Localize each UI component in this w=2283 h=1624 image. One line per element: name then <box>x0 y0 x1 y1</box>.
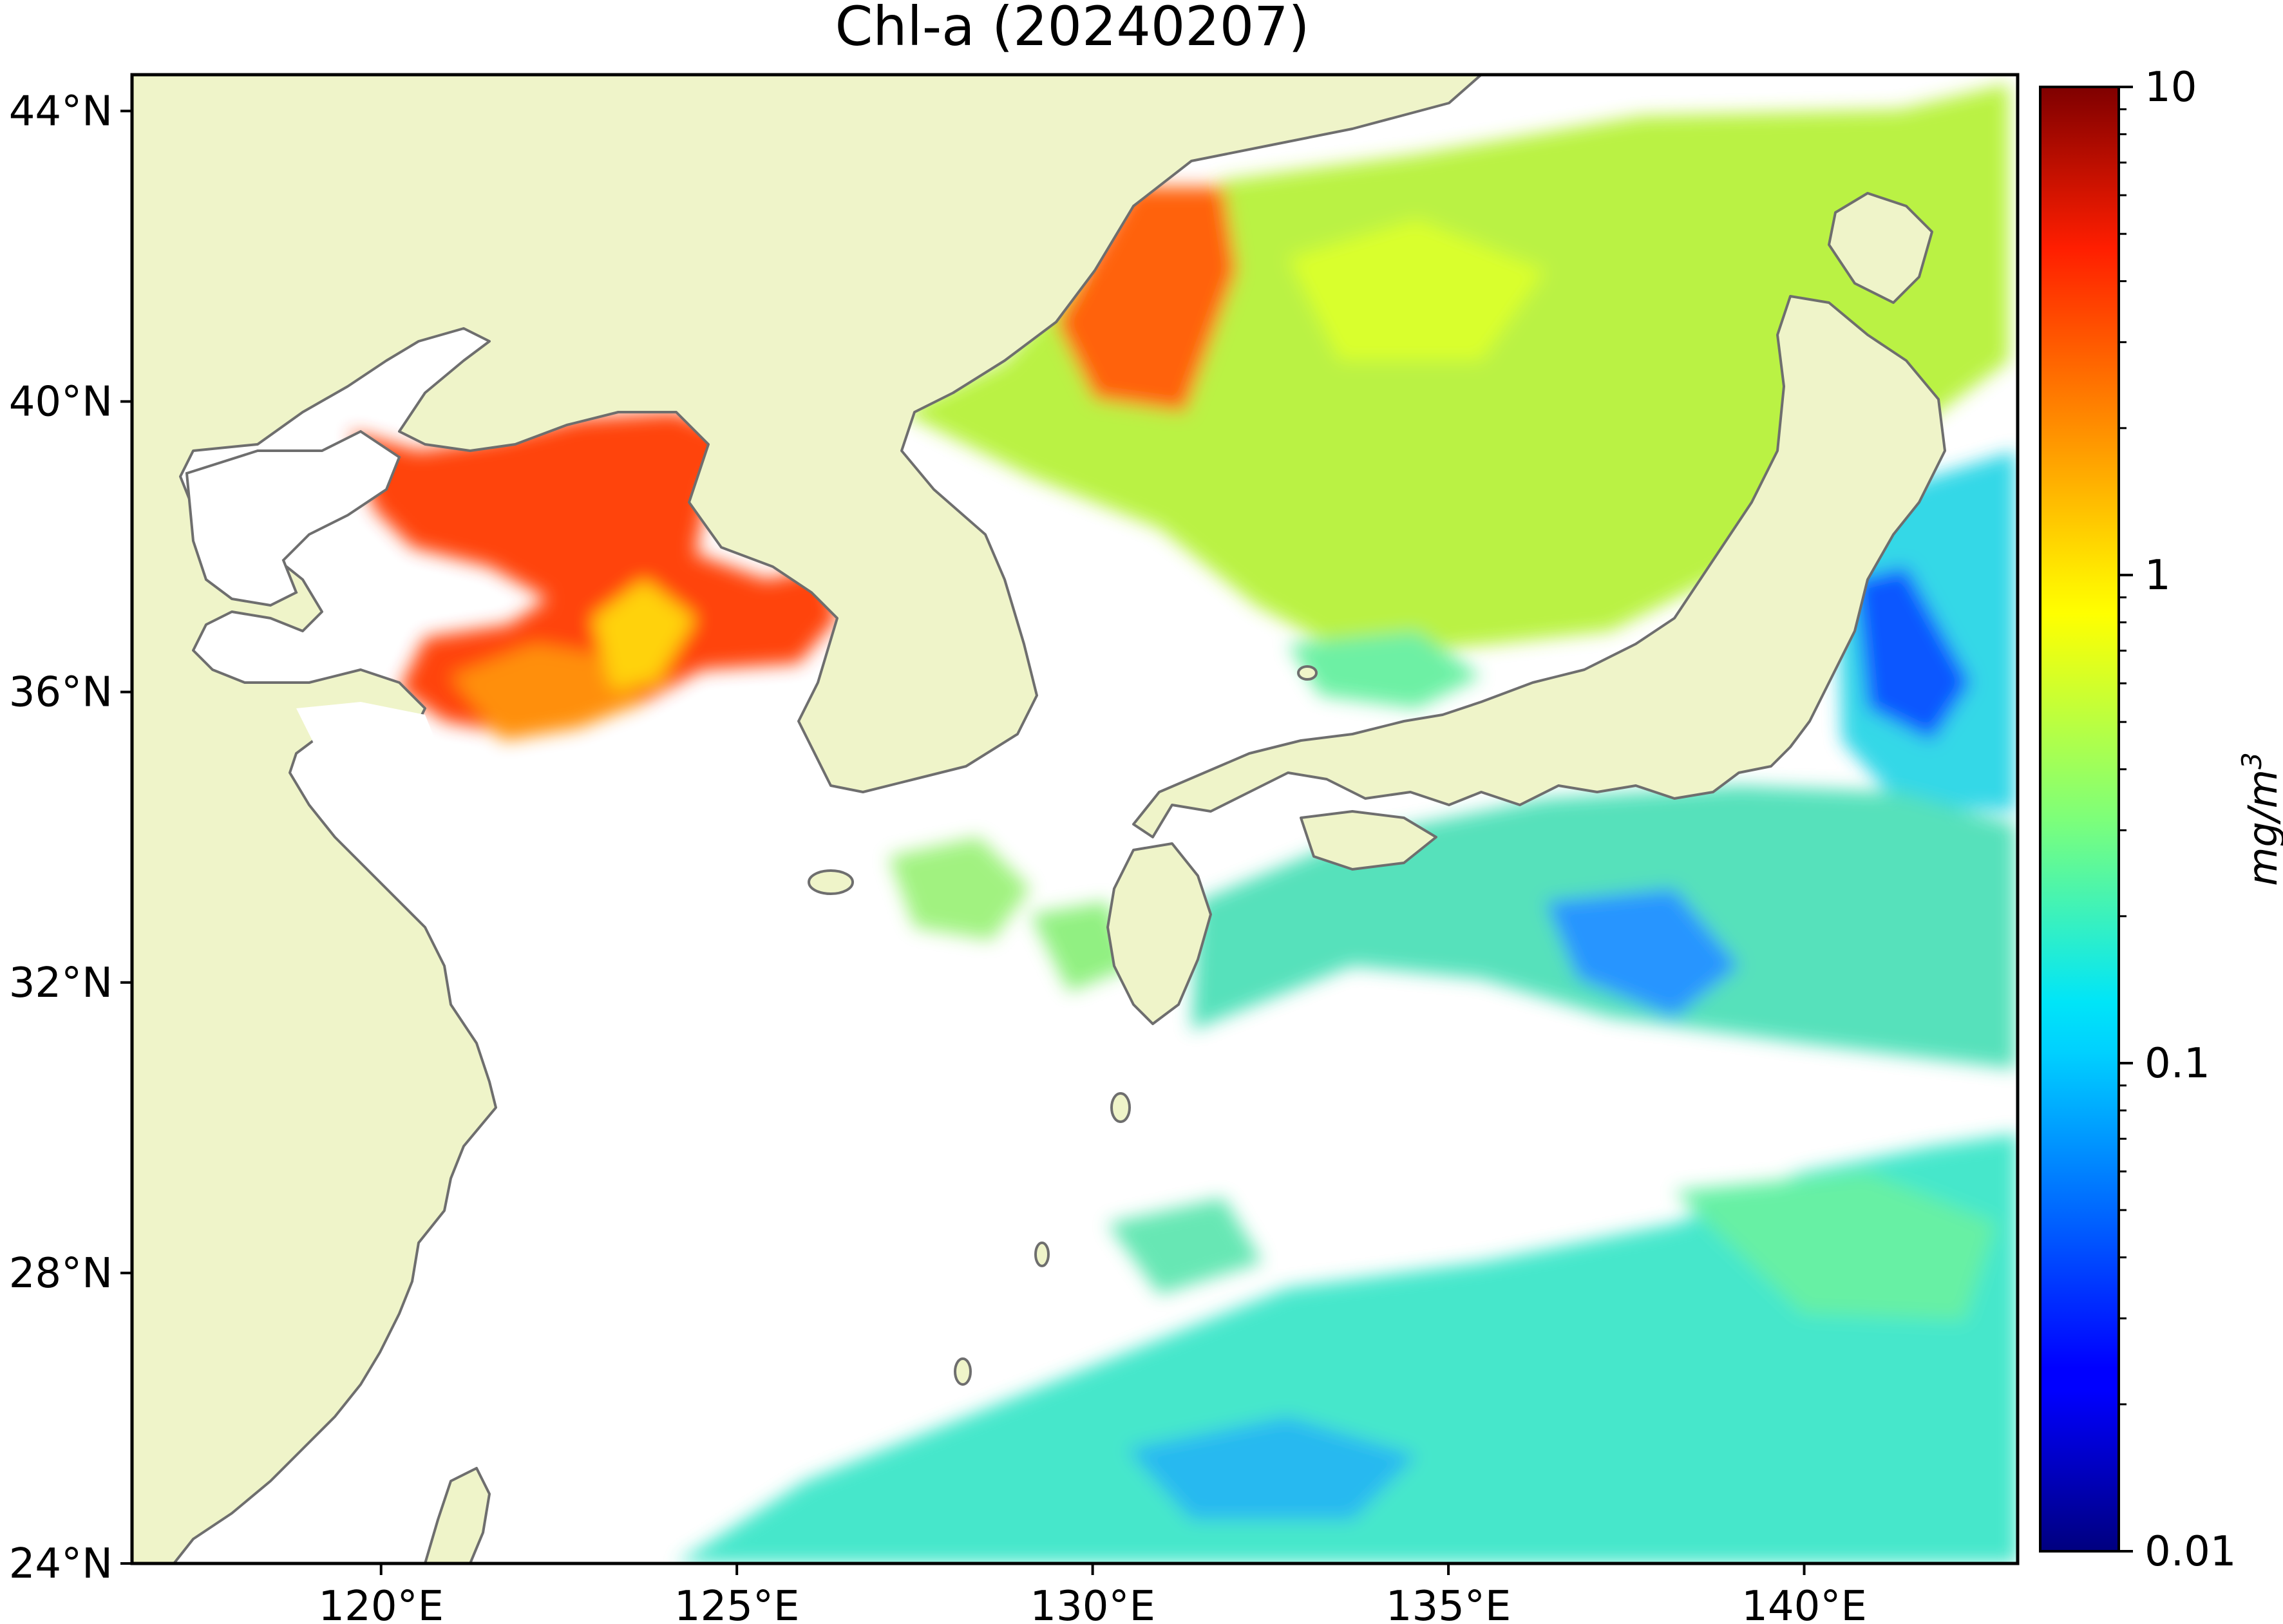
lon-tick-label-125: 125°E <box>674 1583 800 1624</box>
lat-tick-1: 28°N <box>9 1250 132 1298</box>
colorbar-gradient <box>2039 86 2120 1553</box>
lon-tick-label-140: 140°E <box>1741 1583 1867 1624</box>
lon-tick-label-120: 120°E <box>318 1583 444 1624</box>
colorbar: 0.01 0.1 1 10 mg/m3 <box>2039 64 2283 1576</box>
lat-tick-0: 24°N <box>9 1540 132 1588</box>
lat-tick-2: 32°N <box>9 959 132 1007</box>
colorbar-tick-label-0.01: 0.01 <box>2145 1528 2237 1576</box>
lon-tick-4: 140°E <box>1741 1563 1867 1624</box>
lon-tick-1: 125°E <box>674 1563 800 1624</box>
lon-tick-label-130: 130°E <box>1030 1583 1155 1624</box>
lat-tick-label-40: 40°N <box>9 379 113 426</box>
map-title: Chl-a (20240207) <box>835 0 1310 58</box>
lon-tick-0: 120°E <box>318 1563 444 1624</box>
lat-tick-label-44: 44°N <box>9 88 113 135</box>
colorbar-unit-label: mg/m3 <box>2236 752 2283 886</box>
coastal-no-data <box>296 702 438 773</box>
colorbar-unit-exponent: 3 <box>2236 752 2268 770</box>
lat-tick-label-24: 24°N <box>9 1540 113 1588</box>
map-frame <box>130 73 2020 1565</box>
colorbar-tick-2: 1 <box>2119 552 2171 600</box>
lat-tick-label-36: 36°N <box>9 669 113 717</box>
colorbar-tick-label-0.1: 0.1 <box>2145 1040 2210 1088</box>
land-masses <box>132 75 1946 1563</box>
colorbar-tick-3: 10 <box>2119 64 2197 111</box>
colorbar-unit-base: mg/m <box>2239 770 2283 886</box>
lat-tick-4: 40°N <box>9 379 132 426</box>
lat-tick-label-28: 28°N <box>9 1250 113 1298</box>
latitude-axis: 24°N 28°N 32°N 36°N 40°N 44°N <box>9 88 132 1588</box>
longitude-axis: 120°E 125°E 130°E 135°E 140°E <box>318 1563 1867 1624</box>
colorbar-tick-label-10: 10 <box>2145 64 2197 111</box>
colorbar-tick-0: 0.01 <box>2119 1528 2237 1576</box>
lon-tick-label-135: 135°E <box>1386 1583 1511 1624</box>
map-area <box>132 75 2018 1563</box>
lat-tick-5: 44°N <box>9 88 132 135</box>
bohai-no-data <box>185 430 401 607</box>
colorbar-tick-1: 0.1 <box>2119 1040 2210 1088</box>
lat-tick-3: 36°N <box>9 669 132 717</box>
lon-tick-3: 135°E <box>1386 1563 1511 1624</box>
colorbar-tick-label-1: 1 <box>2145 552 2171 600</box>
lon-tick-2: 130°E <box>1030 1563 1155 1624</box>
lat-tick-label-32: 32°N <box>9 959 113 1007</box>
colorbar-minor-ticks <box>2119 108 2127 1406</box>
